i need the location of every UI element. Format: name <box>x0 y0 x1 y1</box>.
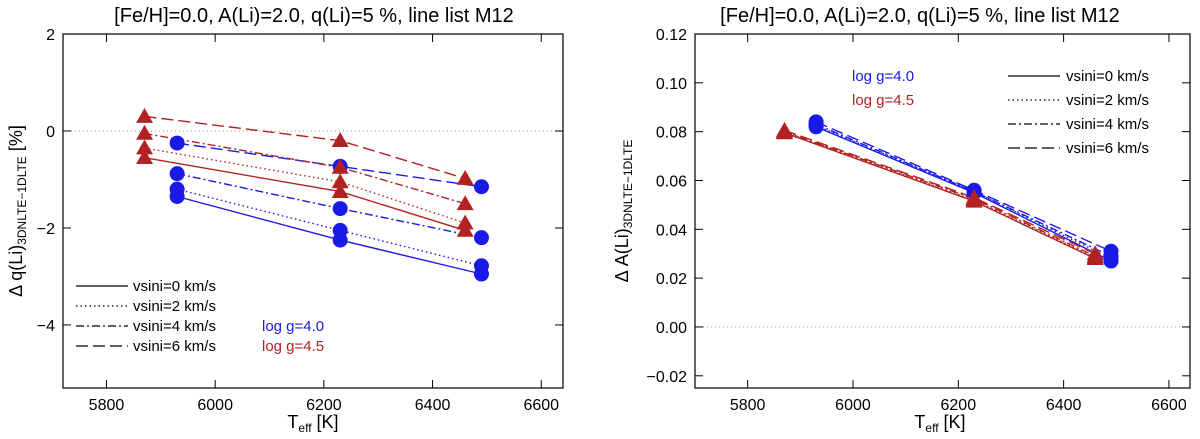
data-point <box>332 201 348 217</box>
panel-left-q-li: [Fe/H]=0.0, A(Li)=2.0, q(Li)=5 %, line l… <box>6 5 564 435</box>
legend-lines-right: vsini=0 km/s vsini=2 km/s vsini=4 km/s v… <box>1008 68 1149 157</box>
x-tick-label: 5800 <box>89 397 125 414</box>
y-tick-label: 0.12 <box>656 27 687 44</box>
x-tick-label: 5800 <box>730 397 766 414</box>
legend-label: vsini=6 km/s <box>133 338 216 355</box>
data-point <box>136 149 154 165</box>
legend-label: vsini=2 km/s <box>1066 92 1149 109</box>
data-point <box>136 124 154 140</box>
series-line <box>784 131 1096 257</box>
y-tick-label: 0.04 <box>656 222 687 239</box>
y-axis-label-left: Δ q(Li)3DNLTE−1DLTE [%] <box>6 125 29 297</box>
y-tick-label: 0.10 <box>656 76 687 93</box>
data-point <box>473 230 489 246</box>
x-tick-label: 6200 <box>941 397 977 414</box>
chart-title-right: [Fe/H]=0.0, A(Li)=2.0, q(Li)=5 %, line l… <box>720 5 1120 27</box>
data-point <box>169 135 185 151</box>
panel-right-a-li: [Fe/H]=0.0, A(Li)=2.0, q(Li)=5 %, line l… <box>612 5 1191 435</box>
x-tick-label: 6600 <box>523 397 559 414</box>
legend-lines-left: vsini=0 km/s vsini=2 km/s vsini=4 km/s v… <box>76 278 216 355</box>
data-point <box>136 139 154 155</box>
y-tick-label: −0.02 <box>647 369 688 386</box>
x-tick-label: 6200 <box>306 397 342 414</box>
legend-label: vsini=6 km/s <box>1066 140 1149 157</box>
series-line <box>176 195 482 275</box>
x-tick-label: 6400 <box>1046 397 1082 414</box>
x-tick-label: 6000 <box>197 397 233 414</box>
legend-label: vsini=2 km/s <box>133 298 216 315</box>
series-line <box>176 173 482 239</box>
x-tick-label: 6400 <box>415 397 451 414</box>
series-line <box>144 157 466 232</box>
y-tick-label: 0.00 <box>656 320 687 337</box>
data-point <box>808 114 824 130</box>
series-line <box>144 115 466 180</box>
y-tick-label: 0.02 <box>656 271 687 288</box>
legend-group-logg-4.5: log g=4.5 <box>262 338 324 355</box>
x-tick-label: 6600 <box>1151 397 1187 414</box>
legend-label: vsini=0 km/s <box>133 278 216 295</box>
chart-title-left: [Fe/H]=0.0, A(Li)=2.0, q(Li)=5 %, line l… <box>114 5 514 27</box>
y-tick-label: 2 <box>46 27 55 44</box>
y-tick-label: −2 <box>37 221 55 238</box>
plot-area-left: 5800 6000 6200 6400 6600 −4 −2 0 2 <box>37 27 563 414</box>
data-point <box>331 158 349 174</box>
data-point <box>136 107 154 123</box>
x-tick-label: 6000 <box>835 397 871 414</box>
data-point <box>332 222 348 238</box>
plot-frame-left <box>62 33 564 389</box>
data-point <box>1103 243 1119 259</box>
data-point <box>331 132 349 148</box>
y-tick-label: 0 <box>46 124 55 141</box>
data-point <box>473 258 489 274</box>
data-point <box>456 170 474 185</box>
legend-group-logg-4.5: log g=4.5 <box>852 92 914 109</box>
plot-area-right: 5800 6000 6200 6400 6600 −0.02 0.00 0.02 0.04 0.0… <box>647 27 1190 414</box>
plot-frame-right <box>694 33 1191 389</box>
data-point <box>169 166 185 182</box>
data-point <box>456 214 474 230</box>
data-point <box>456 195 474 211</box>
data-point <box>776 121 794 137</box>
series-line <box>784 129 1096 255</box>
data-point <box>331 173 349 189</box>
y-tick-label: 0.06 <box>656 173 687 190</box>
data-point <box>331 183 349 198</box>
legend-label: vsini=4 km/s <box>1066 116 1149 133</box>
series-line <box>784 132 1096 260</box>
series-line <box>144 132 466 205</box>
data-point <box>965 189 983 204</box>
legend-label: vsini=0 km/s <box>1066 68 1149 85</box>
data-point <box>473 179 489 195</box>
y-axis-label-right: Δ A(Li)3DNLTE−1DLTE <box>612 140 635 283</box>
legend-group-logg-4.0: log g=4.0 <box>852 68 914 85</box>
x-axis-label-left: Teff [K] <box>287 412 338 435</box>
y-tick-label: −4 <box>37 318 55 335</box>
data-point <box>169 181 185 197</box>
legend-label: vsini=4 km/s <box>133 318 216 335</box>
series-line <box>784 131 1096 259</box>
legend-groups-left: log g=4.0 log g=4.5 <box>262 318 324 355</box>
legend-group-logg-4.0: log g=4.0 <box>262 318 324 335</box>
data-point <box>1086 245 1104 261</box>
series-line <box>176 188 482 267</box>
y-tick-label: 0.08 <box>656 125 687 142</box>
legend-groups-right: log g=4.0 log g=4.5 <box>852 68 914 109</box>
x-axis-label-right: Teff [K] <box>914 412 965 435</box>
